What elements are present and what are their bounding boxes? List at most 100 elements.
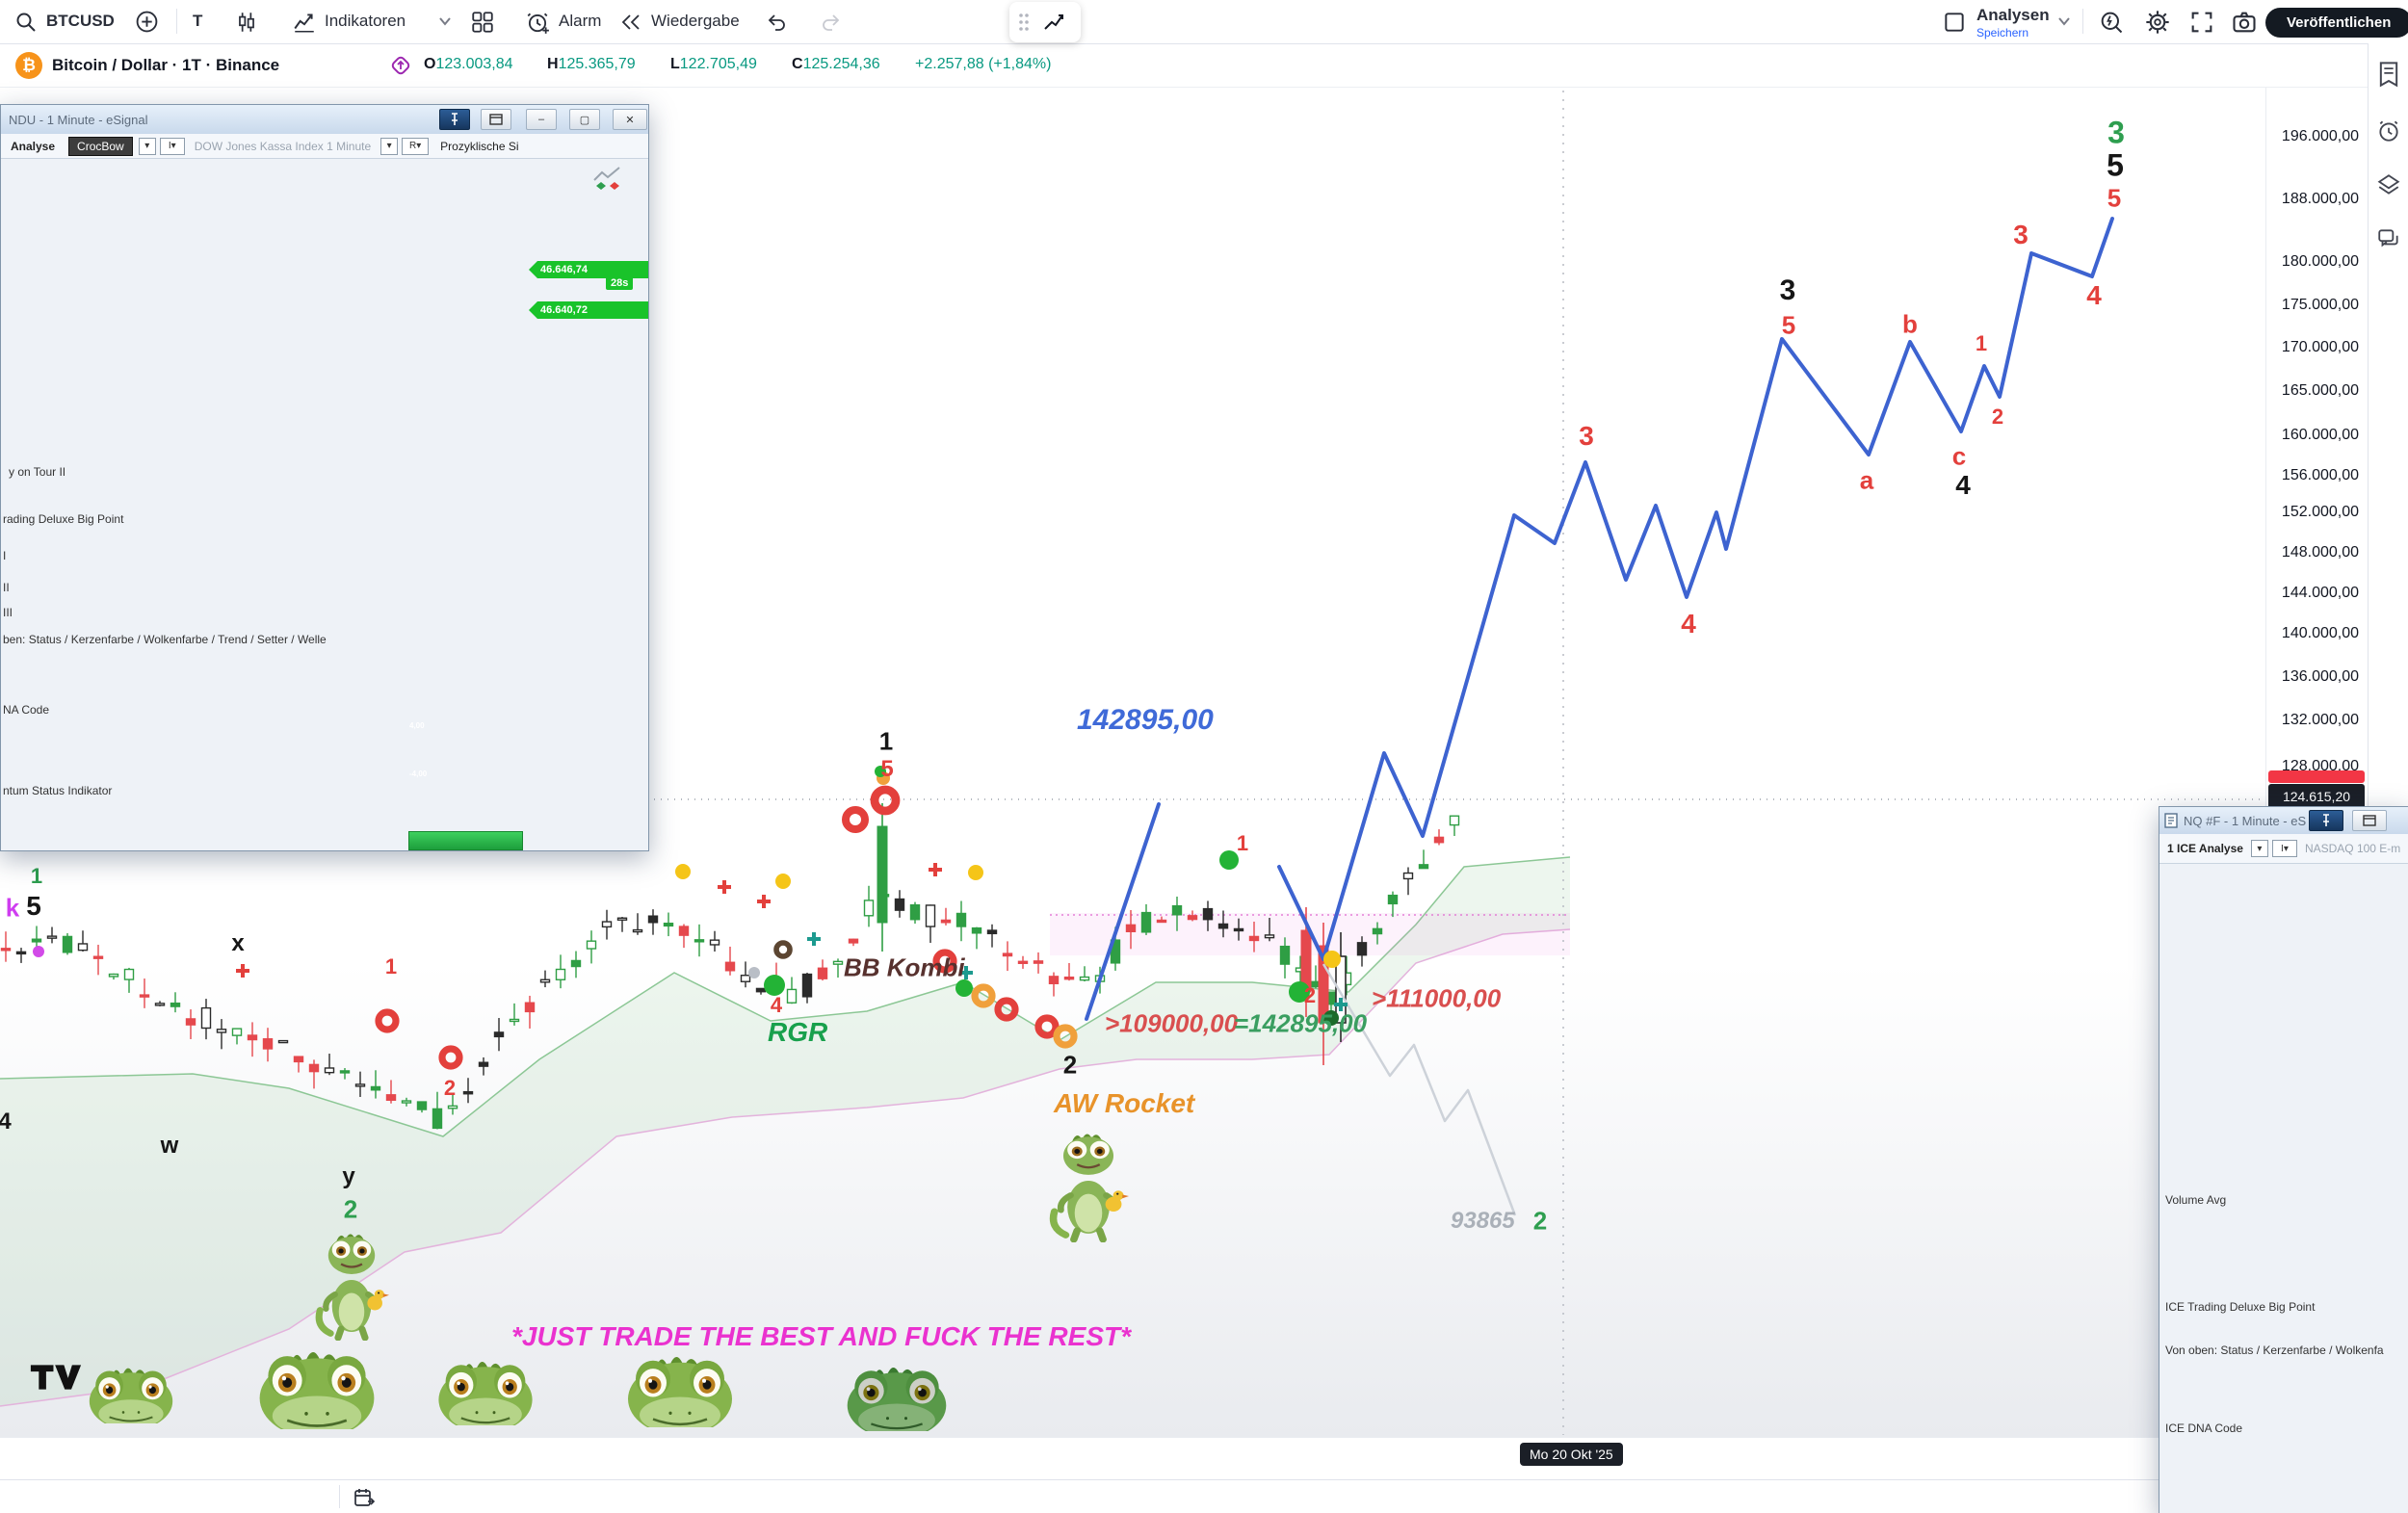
- time-axis[interactable]: [0, 1437, 2368, 1480]
- boost-icon[interactable]: [389, 54, 412, 77]
- symbol-search-button[interactable]: BTCUSD: [46, 12, 115, 30]
- alerts-clock-icon[interactable]: [2376, 118, 2401, 143]
- instrument-label: NASDAQ 100 E-m: [2304, 842, 2401, 855]
- pane-label: III: [3, 606, 13, 619]
- window-title: NDU - 1 Minute - eSignal: [9, 112, 148, 127]
- r-dropdown[interactable]: R ▾: [402, 137, 430, 155]
- close-value: 125.254,36: [802, 56, 880, 72]
- price-axis-label: 144.000,00: [2281, 585, 2359, 601]
- crosshair-date-tooltip: Mo 20 Okt '25: [1520, 1443, 1623, 1466]
- pane-label: Volume Avg: [2165, 1193, 2227, 1207]
- main-chart-canvas[interactable]: [0, 0, 2408, 1437]
- undo-icon[interactable]: [766, 11, 789, 34]
- price-tag-upper: 46.646,74: [529, 261, 648, 278]
- pin-button[interactable]: [2309, 810, 2343, 831]
- symbol-info-bar: ₿ Bitcoin / Dollar · 1T · Binance O123.0…: [0, 43, 2408, 88]
- gecko-face-image: [88, 1367, 174, 1423]
- pane-label: II: [3, 581, 10, 594]
- settings-gear-icon[interactable]: [2144, 9, 2171, 36]
- publish-button[interactable]: Veröffentlichen: [2265, 8, 2408, 38]
- dropdown-icon[interactable]: ▾: [2250, 840, 2268, 857]
- panel-button[interactable]: [481, 109, 511, 130]
- toolbar-divider: [339, 1485, 340, 1508]
- low-value: 122.705,49: [679, 56, 757, 72]
- preset-crocbow[interactable]: CrocBow: [68, 136, 133, 156]
- interval-dropdown[interactable]: I ▾: [2271, 840, 2297, 857]
- quick-search-icon[interactable]: [2098, 9, 2125, 36]
- pane-label: y on Tour II: [9, 465, 66, 479]
- pane-label: Von oben: Status / Kerzenfarbe / Wolkenf…: [2165, 1343, 2384, 1357]
- search-icon[interactable]: [15, 12, 37, 33]
- close-button[interactable]: ✕: [613, 109, 647, 130]
- open-value: 123.003,84: [435, 56, 513, 72]
- price-axis-label: 136.000,00: [2281, 668, 2359, 685]
- pane-label: ntum Status Indikator: [3, 784, 113, 797]
- drag-handle-icon[interactable]: [1017, 12, 1031, 33]
- esignal-indu-window[interactable]: NDU - 1 Minute - eSignal – ▢ ✕ Analyse C…: [0, 104, 649, 851]
- indicators-button[interactable]: Indikatoren: [325, 12, 406, 30]
- replay-button[interactable]: Wiedergabe: [651, 12, 740, 30]
- pin-button[interactable]: [439, 109, 470, 130]
- gecko-face-image: [626, 1355, 734, 1427]
- price-axis-label: 175.000,00: [2281, 297, 2359, 313]
- panel-button[interactable]: [2352, 810, 2387, 831]
- goto-date-calendar-icon[interactable]: [353, 1486, 376, 1509]
- esignal-nq-window[interactable]: NQ #F - 1 Minute - eS 1 ICE Analyse ▾ I ▾…: [2159, 806, 2408, 1513]
- price-axis-label: 156.000,00: [2281, 467, 2359, 483]
- pane-label: ICE Trading Deluxe Big Point: [2165, 1300, 2316, 1314]
- chevron-down-icon[interactable]: [438, 16, 452, 26]
- layers-icon[interactable]: [2376, 172, 2401, 197]
- minimize-button[interactable]: –: [526, 109, 557, 130]
- analyses-save-button[interactable]: Analysen Speichern: [1976, 6, 2050, 39]
- status-strip: [408, 831, 523, 850]
- alarm-icon[interactable]: [525, 10, 550, 35]
- toolbar-divider: [176, 9, 177, 34]
- interval-letter: I: [2281, 843, 2284, 854]
- low-label: L: [670, 56, 680, 72]
- snapshot-camera-icon[interactable]: [2231, 9, 2258, 36]
- change-value: +2.257,88 (+1,84%): [915, 56, 1052, 72]
- gecko-standing-image: [314, 1225, 389, 1341]
- last-price-tag: [2268, 770, 2365, 783]
- maximize-button[interactable]: ▢: [569, 109, 600, 130]
- add-symbol-icon[interactable]: [135, 10, 159, 34]
- layout-grid-icon[interactable]: [470, 10, 495, 35]
- esignal-nq-canvas: [2159, 807, 2408, 1513]
- dropdown-icon[interactable]: ▾: [138, 137, 156, 155]
- replay-icon[interactable]: [619, 11, 642, 34]
- redo-icon[interactable]: [819, 11, 842, 34]
- pane-label: I: [3, 549, 7, 562]
- price-axis-label: 140.000,00: [2281, 625, 2359, 641]
- price-tag-lower: 46.640,72: [529, 301, 648, 319]
- price-axis-label: 196.000,00: [2281, 128, 2359, 144]
- esignal-nq-toolbar: 1 ICE Analyse ▾ I ▾ NASDAQ 100 E-m: [2159, 834, 2408, 864]
- crosshair-price-tag: 124.615,20: [2268, 784, 2365, 809]
- tab-analyse[interactable]: Analyse: [11, 139, 56, 153]
- tradingview-logo[interactable]: [29, 1362, 83, 1393]
- analyses-label[interactable]: Analysen: [1976, 6, 2050, 24]
- layout-save-icon[interactable]: [1942, 10, 1967, 35]
- ohlc-high: H125.365,79: [547, 56, 636, 73]
- tab-ice-analyse[interactable]: 1 ICE Analyse: [2167, 842, 2243, 855]
- blue-trend-line: [1085, 802, 1161, 1021]
- object-tree-icon[interactable]: [2377, 61, 2400, 88]
- indicators-icon[interactable]: [292, 10, 317, 35]
- interval-button[interactable]: T: [193, 12, 203, 30]
- chart-style-icon[interactable]: [234, 10, 259, 35]
- dna-band-top-value: 4,00: [409, 721, 425, 730]
- symbol-title[interactable]: Bitcoin / Dollar · 1T · Binance: [52, 56, 280, 74]
- floating-tool-card[interactable]: [1009, 2, 1081, 42]
- elliott-wave-line: [1277, 217, 2114, 961]
- ohlc-open: O123.003,84: [424, 56, 513, 73]
- interval-letter: I: [168, 141, 171, 151]
- high-label: H: [547, 56, 559, 72]
- alarm-button[interactable]: Alarm: [559, 12, 602, 30]
- fullscreen-icon[interactable]: [2188, 9, 2215, 36]
- interval-dropdown[interactable]: I ▾: [159, 137, 185, 155]
- dropdown-icon[interactable]: ▾: [380, 137, 399, 155]
- chat-icon[interactable]: [2376, 226, 2401, 251]
- price-axis-label: 132.000,00: [2281, 712, 2359, 728]
- save-label[interactable]: Speichern: [1976, 26, 2029, 39]
- chevron-down-icon[interactable]: [2057, 16, 2071, 26]
- trendline-tool-icon[interactable]: [1040, 11, 1067, 34]
